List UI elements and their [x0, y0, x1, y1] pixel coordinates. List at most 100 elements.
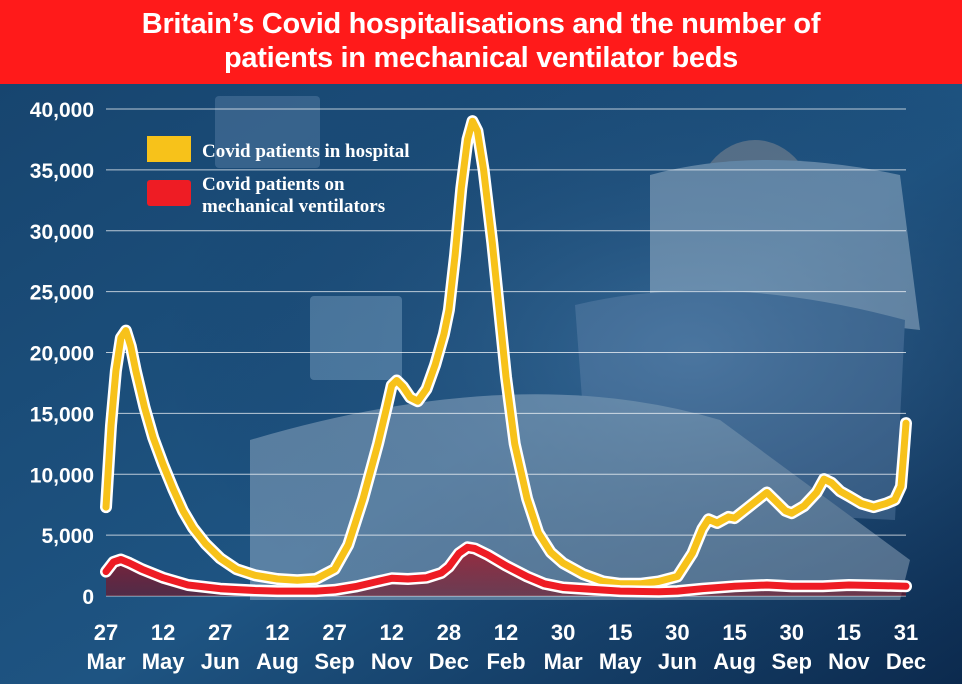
ventilators-point: [904, 584, 908, 588]
x-tick-day: 15: [608, 620, 632, 645]
hospital-point: [104, 505, 108, 509]
hospital-point: [700, 527, 704, 531]
hospital-point: [181, 509, 185, 513]
hospital-point: [234, 567, 238, 571]
ventilators-point: [439, 571, 443, 575]
hospital-point: [203, 542, 207, 546]
y-tick-label: 25,000: [30, 282, 94, 305]
hospital-point: [690, 551, 694, 555]
x-tick-month: Aug: [713, 649, 756, 674]
ventilators-point: [253, 589, 257, 593]
ventilators-point: [275, 589, 279, 593]
x-axis: 27 Mar 12 May 27 Jun 12 Aug 27 Sep 12 Nov 28 Dec 12 Feb…: [86, 620, 926, 674]
hospital-point: [581, 572, 585, 576]
hospital-point: [161, 463, 165, 467]
legend-label-ventilators-line2: mechanical ventilators: [202, 196, 385, 217]
y-tick-label: 40,000: [30, 99, 94, 122]
hospital-point: [385, 405, 389, 409]
ventilators-point: [884, 584, 888, 588]
hospital-point: [774, 499, 778, 503]
y-tick-label: 35,000: [30, 160, 94, 183]
hospital-point: [872, 505, 876, 509]
ventilators-point: [657, 590, 661, 594]
hospital-line: [102, 117, 910, 588]
y-tick-label: 20,000: [30, 343, 94, 366]
hospital-point: [830, 481, 834, 485]
hospital-point: [490, 241, 494, 245]
y-tick-label: 15,000: [30, 403, 94, 426]
background-scene: [215, 96, 920, 600]
x-tick-month: May: [142, 649, 186, 674]
x-tick-month: Sep: [772, 649, 812, 674]
ventilators-point: [561, 586, 565, 590]
chart-title-line2: patients in mechanical ventilator beds: [224, 42, 738, 74]
hospital-point: [453, 253, 457, 257]
ventilators-point: [390, 576, 394, 580]
series-layer: [100, 115, 912, 598]
hospital-point: [466, 137, 470, 141]
hospital-point: [401, 385, 405, 389]
ventilators-line: [102, 543, 910, 596]
y-tick-label: 0: [82, 586, 94, 609]
hospital-point: [171, 487, 175, 491]
hospital-point: [675, 575, 679, 579]
hospital-point: [390, 383, 394, 387]
hospital-point: [333, 567, 337, 571]
y-axis: 0 5,000 10,000 15,000 20,000 25,000 30,000 35,0…: [30, 99, 94, 609]
ventilators-point: [104, 570, 108, 574]
hospital-point: [815, 491, 819, 495]
ventilators-point: [314, 589, 318, 593]
hospital-point: [416, 399, 420, 403]
x-tick-day: 15: [722, 620, 746, 645]
hospital-point: [904, 421, 908, 425]
hospital-point: [376, 442, 380, 446]
patient-head-shape: [693, 140, 817, 290]
hospital-point: [442, 332, 446, 336]
hospital-point: [124, 329, 128, 333]
screen-shape: [310, 296, 402, 380]
hospital-point: [802, 504, 806, 508]
ventilators-point: [485, 553, 489, 557]
ventilators-point: [765, 583, 769, 587]
hospital-point: [601, 579, 605, 583]
x-tick-day: 12: [265, 620, 289, 645]
hospital-point: [119, 336, 123, 340]
hospital-point: [504, 375, 508, 379]
x-tick-day: 27: [208, 620, 232, 645]
ventilators-point: [425, 576, 429, 580]
ventilators-point: [376, 579, 380, 583]
hospital-point: [425, 387, 429, 391]
x-tick-month: Nov: [371, 649, 413, 674]
hospital-point: [618, 582, 622, 586]
title-banner: Britain’s Covid hospitalisations and the…: [0, 0, 962, 84]
ventilators-point: [128, 561, 132, 565]
hospital-point: [109, 424, 113, 428]
hospital-point: [433, 363, 437, 367]
monitor-shape: [215, 96, 320, 168]
hospital-point: [838, 489, 842, 493]
x-tick-day: 27: [322, 620, 346, 645]
ventilators-point: [466, 545, 470, 549]
y-tick-label: 5,000: [41, 525, 94, 548]
ventilators-point: [473, 547, 477, 551]
x-tick-month: Aug: [256, 649, 299, 674]
hospital-point: [513, 442, 517, 446]
ventilators-point: [140, 567, 144, 571]
legend-swatch-hospital: [147, 136, 191, 162]
x-tick-day: 30: [551, 620, 575, 645]
ventilators-point: [406, 577, 410, 581]
legend-swatch-ventilators: [147, 180, 191, 206]
blanket-shape: [250, 394, 910, 600]
hospital-point: [395, 379, 399, 383]
x-tick-month: Nov: [828, 649, 870, 674]
x-tick-month: Feb: [486, 649, 525, 674]
ventilators-point: [700, 587, 704, 591]
hospital-point: [899, 484, 903, 488]
hospital-point: [253, 573, 257, 577]
x-tick-month: Jun: [658, 649, 697, 674]
x-tick-day: 31: [894, 620, 918, 645]
hospital-point: [218, 556, 222, 560]
x-tick-day: 27: [94, 620, 118, 645]
hospital-point: [790, 511, 794, 515]
